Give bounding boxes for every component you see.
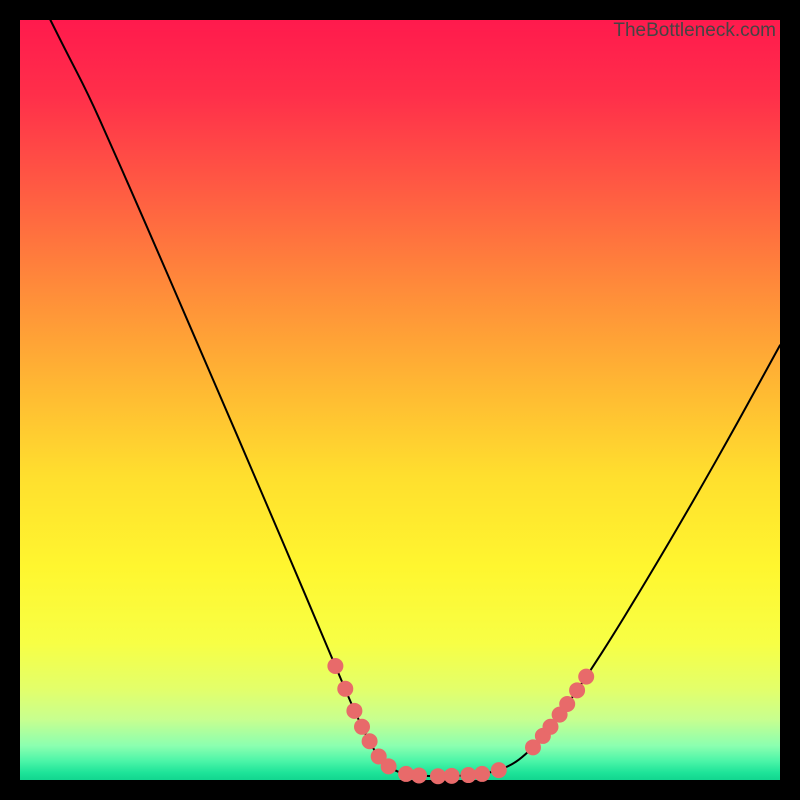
data-marker — [560, 697, 575, 712]
data-marker — [412, 768, 427, 783]
data-marker — [570, 683, 585, 698]
chart-svg — [20, 20, 780, 780]
data-marker — [362, 734, 377, 749]
chart-frame: TheBottleneck.com — [0, 0, 800, 800]
bottleneck-curve-line — [50, 20, 780, 776]
data-marker — [338, 681, 353, 696]
data-marker — [381, 759, 396, 774]
data-marker — [328, 659, 343, 674]
data-marker — [444, 768, 459, 783]
data-marker — [461, 768, 476, 783]
data-marker — [579, 669, 594, 684]
data-marker — [431, 769, 446, 784]
data-marker — [475, 766, 490, 781]
marker-group — [328, 659, 594, 784]
plot-area: TheBottleneck.com — [20, 20, 780, 780]
data-marker — [347, 703, 362, 718]
data-marker — [491, 763, 506, 778]
data-marker — [355, 719, 370, 734]
